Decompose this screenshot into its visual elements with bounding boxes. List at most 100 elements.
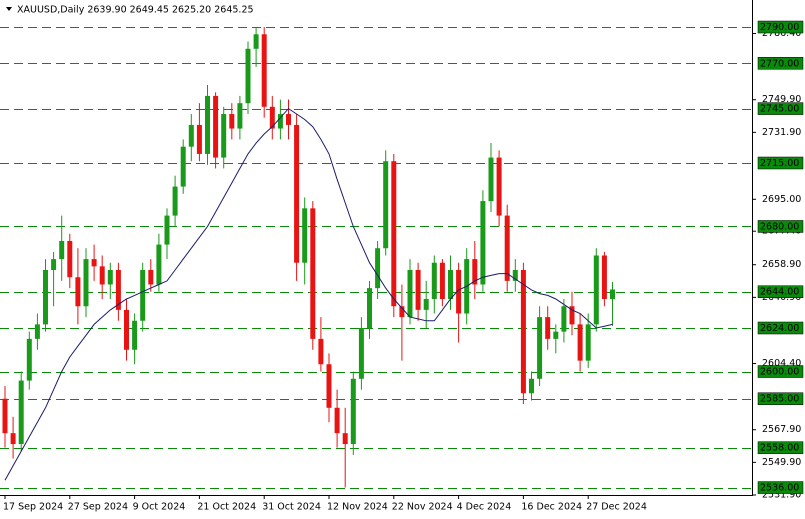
- level-label-box: [757, 365, 804, 378]
- x-tick-label: 21 Oct 2024: [197, 502, 256, 513]
- y-tick-label: 2567.90: [762, 424, 801, 435]
- y-tick-label: 2749.90: [762, 94, 801, 105]
- level-label: 2585.00: [760, 394, 799, 405]
- candle-body: [577, 324, 583, 361]
- candle-body: [423, 298, 429, 310]
- candle-body: [512, 269, 518, 281]
- candle-body: [156, 244, 162, 285]
- candle-body: [334, 407, 340, 434]
- candle-body: [10, 433, 16, 445]
- level-label: 2715.00: [760, 158, 799, 169]
- level-label: 2600.00: [760, 367, 799, 378]
- level-label-box: [757, 481, 804, 494]
- candle-body: [537, 317, 543, 379]
- candle-body: [180, 146, 186, 187]
- candle-body: [318, 338, 324, 365]
- x-tick-label: 17 Sep 2024: [3, 502, 63, 513]
- candle-body: [229, 114, 235, 129]
- y-tick-label: 2549.90: [762, 457, 801, 468]
- candle-body: [561, 306, 567, 332]
- candle-body: [253, 34, 259, 49]
- candle-body: [529, 378, 534, 394]
- candle-body: [342, 433, 348, 445]
- candle-body: [172, 186, 178, 216]
- menu-arrow[interactable]: [6, 7, 12, 11]
- candle-body: [415, 269, 421, 310]
- candle-body: [67, 240, 73, 278]
- candle-body: [115, 269, 121, 310]
- candle-body: [504, 215, 510, 281]
- candle-body: [51, 259, 57, 270]
- candle-body: [310, 208, 316, 339]
- candle-body: [472, 259, 478, 285]
- y-tick-label: 2786.40: [762, 28, 801, 39]
- x-tick-label: 12 Nov 2024: [327, 502, 388, 513]
- candle-body: [448, 269, 453, 299]
- candle-body: [326, 364, 332, 408]
- level-label: 2644.00: [760, 287, 799, 298]
- candle-body: [269, 106, 275, 129]
- candle-body: [520, 269, 526, 394]
- candle-body: [140, 269, 146, 321]
- x-tick-label: 9 Oct 2024: [133, 502, 186, 513]
- candle-body: [148, 269, 154, 285]
- candle-body: [99, 266, 105, 285]
- level-label-box: [757, 220, 804, 233]
- y-tick-label: 2695.00: [762, 194, 801, 205]
- x-tick-label: 4 Dec 2024: [457, 502, 512, 513]
- candle-body: [245, 48, 251, 104]
- candle-body: [164, 215, 170, 245]
- candle-body: [205, 95, 210, 154]
- candle-body: [367, 288, 372, 329]
- x-tick-label: 16 Dec 2024: [521, 502, 582, 513]
- candle-body: [601, 255, 607, 299]
- candle-body: [302, 208, 308, 263]
- candle-body: [59, 240, 65, 260]
- chart-title: XAUUSD,Daily 2639.90 2649.45 2625.20 264…: [17, 5, 254, 16]
- level-label-box: [757, 57, 804, 70]
- candle-body: [553, 331, 559, 339]
- level-label: 2536.00: [760, 483, 799, 494]
- candle-body: [18, 380, 24, 445]
- y-tick-label: 2604.40: [762, 358, 801, 369]
- x-tick-label: 27 Sep 2024: [68, 502, 128, 513]
- level-label-box: [757, 392, 804, 405]
- candle-body: [83, 259, 89, 307]
- candle-body: [294, 124, 300, 263]
- candle-body: [75, 277, 81, 307]
- candle-body: [456, 269, 462, 314]
- x-tick-label: 22 Nov 2024: [392, 502, 453, 513]
- candle-body: [26, 338, 32, 381]
- y-tick-label: 2531.90: [762, 490, 801, 501]
- x-tick-label: 27 Dec 2024: [586, 502, 647, 513]
- candle-body: [375, 248, 381, 289]
- candle-body: [188, 124, 194, 147]
- candle-body: [496, 157, 502, 216]
- candle-body: [585, 324, 591, 361]
- candle-body: [2, 398, 8, 434]
- y-tick-label: 2658.90: [762, 259, 801, 270]
- candle-body: [610, 289, 615, 300]
- level-label-box: [757, 441, 804, 454]
- level-label: 2745.00: [760, 104, 799, 115]
- level-label-box: [757, 156, 804, 170]
- level-label: 2770.00: [760, 58, 799, 69]
- candle-body: [43, 269, 48, 325]
- level-label-box: [757, 20, 804, 34]
- level-label-box: [757, 321, 804, 335]
- candle-body: [34, 324, 40, 339]
- level-label-box: [757, 102, 804, 115]
- candle-body: [91, 259, 97, 267]
- level-label: 2680.00: [760, 221, 799, 232]
- candle-body: [383, 161, 389, 249]
- candle-body: [237, 103, 243, 129]
- candle-body: [350, 378, 356, 445]
- candle-body: [545, 317, 551, 339]
- candle-body: [107, 269, 113, 285]
- candle-body: [569, 306, 575, 325]
- level-label-box: [757, 285, 804, 298]
- candle-body: [431, 262, 437, 299]
